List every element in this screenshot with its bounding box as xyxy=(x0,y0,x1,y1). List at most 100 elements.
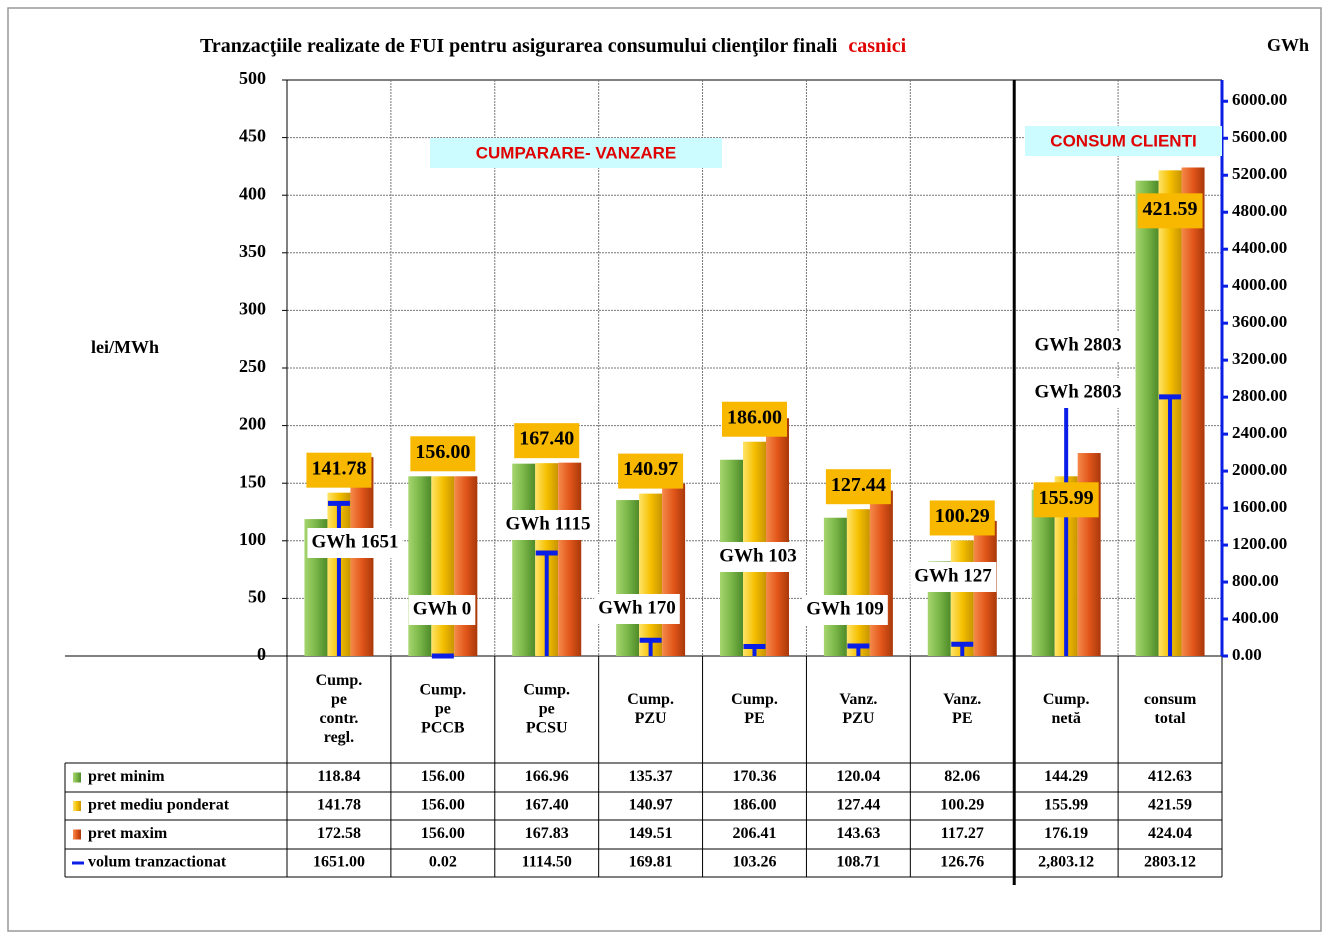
y-tick-label: 0 xyxy=(257,644,266,664)
y-tick-label: 150 xyxy=(239,471,266,491)
table-value: 156.00 xyxy=(421,825,465,842)
table-value: 1114.50 xyxy=(522,854,572,871)
volume-label-box xyxy=(408,595,476,625)
title-text: Tranzacţiile realizate de FUI pentru asi… xyxy=(200,35,838,57)
table-value: 170.36 xyxy=(733,768,777,785)
bar xyxy=(454,476,478,656)
x-tick-label: Cump. xyxy=(1043,691,1090,708)
bar xyxy=(616,500,640,656)
bar xyxy=(408,476,432,656)
annotation: CONSUM CLIENTI xyxy=(1050,131,1196,150)
legend-label: pret maxim xyxy=(88,825,168,842)
y2-tick-label: 4800.00 xyxy=(1232,201,1287,220)
table-value: 169.81 xyxy=(629,854,673,871)
table-value: 172.58 xyxy=(317,825,361,842)
bar xyxy=(1181,167,1205,656)
annotation-box xyxy=(1025,126,1222,156)
volume-label: GWh 1115 xyxy=(506,513,591,534)
table-value: 167.40 xyxy=(525,797,569,814)
table-value: 120.04 xyxy=(836,768,880,785)
table-value: 103.26 xyxy=(733,854,777,871)
y2-tick-label: 0.00 xyxy=(1232,645,1262,664)
y2-tick-label: 2800.00 xyxy=(1232,386,1287,405)
x-tick-label: PZU xyxy=(842,710,874,727)
data-label: 141.78 xyxy=(311,457,366,479)
volume-label-box xyxy=(307,528,403,558)
x-tick-label: pe xyxy=(331,691,347,708)
annotation-box xyxy=(430,138,722,168)
volume-label-box xyxy=(594,594,680,624)
data-label: 127.44 xyxy=(831,474,886,496)
table-value: 176.19 xyxy=(1044,825,1088,842)
y-axis-label: lei/MWh xyxy=(91,337,159,357)
x-tick-label: PCSU xyxy=(526,720,568,737)
data-label: 140.97 xyxy=(623,458,678,480)
legend-label: pret mediu ponderat xyxy=(88,797,230,814)
table-value: 108.71 xyxy=(836,854,880,871)
table-value: 156.00 xyxy=(421,768,465,785)
bar xyxy=(950,540,974,656)
table-value: 118.84 xyxy=(317,768,360,785)
volume-label-box xyxy=(715,542,801,572)
legend-marker xyxy=(73,772,81,783)
x-tick-label: Cump. xyxy=(627,691,674,708)
table-value: 82.06 xyxy=(944,768,980,785)
table-value: 166.96 xyxy=(525,768,569,785)
bar xyxy=(639,493,663,656)
x-tick-label: Vanz. xyxy=(839,691,877,708)
x-tick-label: pe xyxy=(435,701,451,718)
volume-label: GWh 2803 xyxy=(1034,334,1121,355)
y-tick-label: 250 xyxy=(239,356,266,376)
x-tick-label: Cump. xyxy=(731,691,778,708)
x-tick-label: Cump. xyxy=(523,682,570,699)
x-tick-label: PE xyxy=(952,710,972,727)
y-tick-label: 300 xyxy=(239,299,266,319)
x-tick-label: Vanz. xyxy=(943,691,981,708)
table-value: 126.76 xyxy=(940,854,984,871)
y2-tick-label: 3600.00 xyxy=(1232,312,1287,331)
table-value: 156.00 xyxy=(421,797,465,814)
data-label-box xyxy=(722,401,787,437)
legend-label: volum tranzactionat xyxy=(88,854,227,871)
y-tick-label: 500 xyxy=(239,68,266,88)
x-tick-label: Cump. xyxy=(419,682,466,699)
x-tick-label: regl. xyxy=(324,729,354,746)
data-label: 100.29 xyxy=(935,505,990,527)
data-label: 155.99 xyxy=(1039,487,1094,509)
bar xyxy=(846,509,870,656)
x-tick-label: total xyxy=(1155,710,1187,727)
annotation: CUMPARARE- VANZARE xyxy=(476,143,677,162)
x-tick-label: pe xyxy=(539,701,555,718)
bar xyxy=(558,462,582,656)
y-tick-label: 450 xyxy=(239,126,266,146)
y2-tick-label: 800.00 xyxy=(1232,571,1279,590)
legend-marker xyxy=(73,801,81,811)
x-tick-label: Cump. xyxy=(316,672,363,689)
data-label-box xyxy=(929,500,995,536)
table-value: 412.63 xyxy=(1148,768,1192,785)
volume-label: GWh 103 xyxy=(719,545,797,566)
table-value: 1651.00 xyxy=(313,854,365,871)
bar xyxy=(823,517,847,656)
x-tick-label: PCCB xyxy=(421,720,465,737)
volume-label: GWh 170 xyxy=(598,597,676,618)
x-tick-label: PE xyxy=(744,710,764,727)
legend-label: pret minim xyxy=(88,768,165,785)
table-value: 2,803.12 xyxy=(1038,854,1094,871)
y2-axis-label: GWh xyxy=(1267,35,1309,55)
x-tick-label: contr. xyxy=(319,710,358,727)
volume-label-box xyxy=(910,562,997,592)
table-value: 117.27 xyxy=(941,825,984,842)
y-tick-label: 350 xyxy=(239,241,266,261)
data-label: 421.59 xyxy=(1143,198,1198,220)
data-label: 156.00 xyxy=(415,441,470,463)
y2-tick-label: 5200.00 xyxy=(1232,164,1287,183)
table-value: 127.44 xyxy=(836,797,880,814)
volume-label: GWh 1651 xyxy=(311,531,398,552)
title-highlight: casnici xyxy=(848,35,906,57)
table-value: 144.29 xyxy=(1044,768,1088,785)
y2-tick-label: 5600.00 xyxy=(1232,127,1287,146)
table-value: 141.78 xyxy=(317,797,361,814)
bar xyxy=(1031,489,1055,656)
